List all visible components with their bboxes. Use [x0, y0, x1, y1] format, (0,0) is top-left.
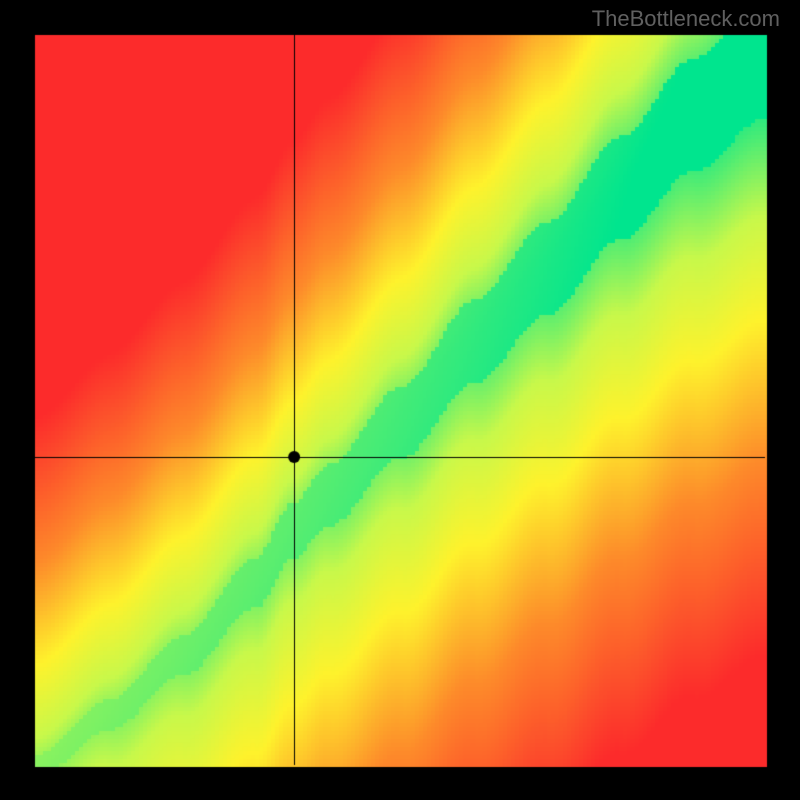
heatmap-plot	[0, 0, 800, 805]
attribution-label: TheBottleneck.com	[592, 6, 780, 32]
chart-container: TheBottleneck.com	[0, 0, 800, 800]
